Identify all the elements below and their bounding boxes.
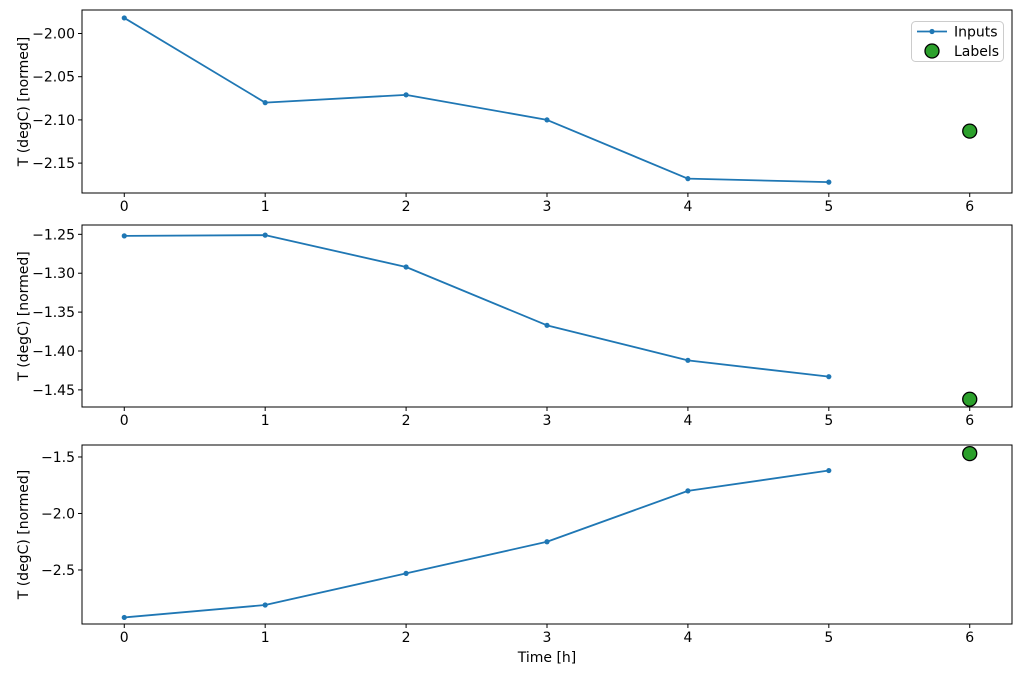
y-tick-label: −1.35 bbox=[32, 305, 75, 321]
inputs-marker bbox=[544, 322, 550, 328]
axes-frame bbox=[81, 224, 1013, 408]
inputs-marker bbox=[544, 117, 550, 123]
inputs-marker bbox=[121, 15, 127, 21]
inputs-marker bbox=[262, 100, 268, 106]
x-tick-label: 0 bbox=[120, 199, 129, 215]
x-tick-label: 1 bbox=[261, 413, 270, 429]
x-tick-label: 5 bbox=[824, 630, 833, 646]
inputs-line bbox=[123, 17, 830, 184]
legend-labels-label: Labels bbox=[954, 44, 999, 60]
inputs-marker bbox=[826, 374, 832, 380]
inputs-marker bbox=[403, 570, 409, 576]
subplot-2: 0 1 2 3 4 5 6 −1.25 −1.30 −1.35 −1.40 −1.45T (degC)… bbox=[16, 224, 1013, 429]
inputs-marker bbox=[262, 232, 268, 238]
y-tick-label: −1.25 bbox=[32, 227, 75, 243]
y-tick-label: −2.5 bbox=[41, 563, 75, 579]
y-axis-label: T (degC) [normed] bbox=[16, 251, 32, 382]
legend-labels-marker-sample bbox=[924, 43, 940, 59]
y-tick-label: −1.40 bbox=[32, 344, 75, 360]
x-tick-label: 3 bbox=[543, 413, 552, 429]
y-axis-label: T (degC) [normed] bbox=[16, 470, 32, 601]
legend-inputs-marker-sample bbox=[929, 28, 935, 35]
x-tick-label: 3 bbox=[543, 630, 552, 646]
x-axis-label: Time [h] bbox=[517, 650, 577, 666]
x-tick-label: 6 bbox=[965, 199, 974, 215]
x-tick-label: 2 bbox=[402, 630, 411, 646]
y-tick-label: −2.0 bbox=[41, 506, 75, 522]
inputs-marker bbox=[685, 488, 691, 494]
x-tick-label: 6 bbox=[965, 413, 974, 429]
axes-frame bbox=[81, 9, 1013, 194]
x-tick-label: 0 bbox=[120, 413, 129, 429]
subplot-1: 0 1 2 3 4 5 6 −2.00 −2.05 −2.10 −2.15T (degC) [nor… bbox=[16, 9, 1013, 215]
x-tick-label: 6 bbox=[965, 630, 974, 646]
x-tick-label: 5 bbox=[824, 413, 833, 429]
y-tick-label: −2.15 bbox=[32, 156, 75, 172]
labels-point bbox=[962, 445, 978, 462]
inputs-line bbox=[123, 469, 830, 619]
x-tick-label: 2 bbox=[402, 199, 411, 215]
x-tick-label: 2 bbox=[402, 413, 411, 429]
y-axis-label: T (degC) [normed] bbox=[16, 37, 32, 168]
y-tick-label: −1.30 bbox=[32, 266, 75, 282]
axes-frame bbox=[81, 444, 1013, 625]
inputs-marker bbox=[121, 233, 127, 239]
x-tick-label: 4 bbox=[683, 630, 692, 646]
y-tick-label: −2.05 bbox=[32, 70, 75, 86]
x-tick-label: 1 bbox=[261, 630, 270, 646]
x-tick-label: 3 bbox=[543, 199, 552, 215]
x-tick-label: 1 bbox=[261, 199, 270, 215]
x-tick-label: 4 bbox=[683, 199, 692, 215]
labels-point bbox=[962, 123, 978, 139]
inputs-marker bbox=[826, 179, 832, 185]
inputs-marker bbox=[403, 264, 409, 270]
y-tick-label: −2.10 bbox=[32, 113, 75, 129]
y-tick-label: −2.00 bbox=[32, 27, 75, 43]
inputs-marker bbox=[685, 357, 691, 363]
inputs-marker bbox=[544, 539, 550, 545]
legend-inputs-label: Inputs bbox=[954, 25, 998, 41]
inputs-marker bbox=[262, 602, 268, 608]
x-tick-label: 0 bbox=[120, 630, 129, 646]
inputs-line bbox=[123, 234, 830, 378]
legend: Inputs Labels bbox=[911, 21, 1004, 62]
inputs-marker bbox=[826, 467, 832, 474]
inputs-marker bbox=[121, 614, 127, 621]
x-tick-label: 4 bbox=[683, 413, 692, 429]
y-tick-label: −1.5 bbox=[41, 450, 75, 466]
inputs-marker bbox=[685, 176, 691, 182]
x-tick-label: 5 bbox=[824, 199, 833, 215]
labels-point bbox=[962, 391, 978, 407]
subplot-3: 0 1 2 3 4 5 6 −1.5 −2.0 −2.5 T (degC) [normed] Time… bbox=[16, 444, 1013, 666]
y-tick-label: −1.45 bbox=[32, 383, 75, 399]
inputs-marker bbox=[403, 92, 409, 98]
